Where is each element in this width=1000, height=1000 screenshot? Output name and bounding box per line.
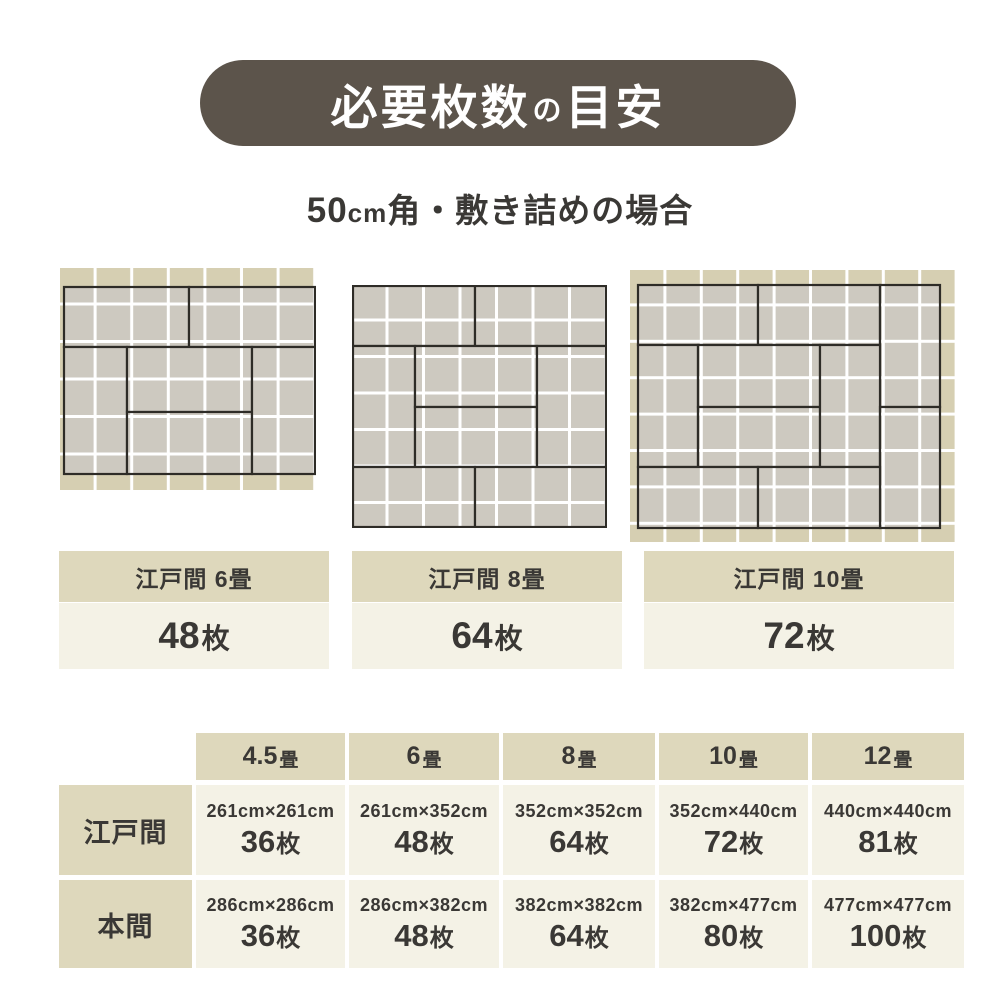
tatami-diagram-edoma-8jo xyxy=(351,284,608,529)
table-cell: 352cm×352cm 64 枚 xyxy=(503,785,655,875)
cell-count-unit: 枚 xyxy=(902,924,927,952)
count-card-label: 江戸間 6畳 xyxy=(59,551,329,602)
table-col-header: 12 畳 xyxy=(812,733,964,780)
table-cell: 382cm×477cm 80 枚 xyxy=(659,880,808,968)
cell-dimensions: 382cm×477cm xyxy=(669,894,798,915)
cell-count-number: 64 xyxy=(549,823,584,859)
subtitle-unit: cm xyxy=(347,198,388,228)
cell-count-number: 72 xyxy=(703,823,739,859)
cell-dimensions: 382cm×382cm xyxy=(514,894,644,915)
count-unit: 枚 xyxy=(201,623,230,654)
count-card-label: 江戸間 10畳 xyxy=(644,551,954,602)
count-card-value: 64 枚 xyxy=(352,603,622,669)
col-header-unit: 畳 xyxy=(422,750,442,771)
cell-dimensions: 286cm×286cm xyxy=(206,894,335,915)
table-col-header: 4.5 畳 xyxy=(196,733,345,780)
cell-dimensions: 352cm×352cm xyxy=(514,800,644,821)
table-col-header: 10 畳 xyxy=(659,733,808,780)
cell-count: 80 枚 xyxy=(704,918,763,954)
cell-count-unit: 枚 xyxy=(739,830,764,858)
cell-count: 64 枚 xyxy=(549,918,608,954)
cell-count: 81 枚 xyxy=(858,824,917,860)
cell-count: 36 枚 xyxy=(241,918,300,954)
count-card-value: 72 枚 xyxy=(644,603,954,669)
subtitle-number: 50 xyxy=(306,191,348,230)
col-header-number: 6 xyxy=(406,742,421,770)
table-cell: 261cm×352cm 48 枚 xyxy=(349,785,499,875)
cell-count: 36 枚 xyxy=(241,824,300,860)
col-header-unit: 畳 xyxy=(279,750,299,771)
cell-count-number: 80 xyxy=(703,917,739,953)
page-title-sub: 目安 xyxy=(565,80,666,134)
cell-count-number: 100 xyxy=(849,917,902,953)
cell-count-unit: 枚 xyxy=(276,830,301,858)
cell-count-number: 36 xyxy=(240,823,276,859)
table-cell: 261cm×261cm 36 枚 xyxy=(196,785,345,875)
table-cell: 286cm×286cm 36 枚 xyxy=(196,880,345,968)
tatami-diagram-edoma-10jo xyxy=(630,270,957,542)
cell-count-unit: 枚 xyxy=(893,830,918,858)
page-title-particle: の xyxy=(532,95,562,127)
cell-count: 100 枚 xyxy=(850,918,927,954)
subtitle-text: 角・敷き詰めの場合 xyxy=(387,192,694,229)
col-header-unit: 畳 xyxy=(577,750,597,771)
page-title-main: 必要枚数 xyxy=(330,80,531,134)
count-card-value: 48 枚 xyxy=(59,603,329,669)
table-row-label: 本間 xyxy=(59,880,192,968)
cell-count-number: 81 xyxy=(858,823,893,859)
count-number: 48 xyxy=(158,615,200,656)
cell-count-unit: 枚 xyxy=(739,924,764,952)
cell-count-number: 48 xyxy=(394,823,429,859)
cell-count: 72 枚 xyxy=(704,824,763,860)
cell-count-number: 36 xyxy=(240,917,276,953)
cell-dimensions: 477cm×477cm xyxy=(823,894,953,915)
cell-count: 48 枚 xyxy=(394,918,453,954)
cell-count-unit: 枚 xyxy=(276,924,301,952)
table-cell: 352cm×440cm 72 枚 xyxy=(659,785,808,875)
count-card-edoma-8jo: 江戸間 8畳 64 枚 xyxy=(352,551,622,669)
page-title-badge: 必要枚数の目安 xyxy=(200,60,796,146)
count-card-edoma-10jo: 江戸間 10畳 72 枚 xyxy=(644,551,954,669)
page-subtitle: 50cm角・敷き詰めの場合 xyxy=(0,184,1000,232)
cell-count: 48 枚 xyxy=(394,824,453,860)
cell-count-unit: 枚 xyxy=(584,924,609,952)
col-header-number: 4.5 xyxy=(242,742,278,770)
count-card-edoma-6jo: 江戸間 6畳 48 枚 xyxy=(59,551,329,669)
table-cell: 440cm×440cm 81 枚 xyxy=(812,785,964,875)
table-cell: 477cm×477cm 100 枚 xyxy=(812,880,964,968)
cell-count-unit: 枚 xyxy=(584,830,609,858)
col-header-unit: 畳 xyxy=(893,750,913,771)
cell-count: 64 枚 xyxy=(549,824,608,860)
table-cell: 382cm×382cm 64 枚 xyxy=(503,880,655,968)
cell-count-number: 48 xyxy=(394,917,429,953)
col-header-number: 12 xyxy=(863,742,892,770)
cell-dimensions: 440cm×440cm xyxy=(823,800,953,821)
col-header-unit: 畳 xyxy=(738,750,758,771)
table-cell: 286cm×382cm 48 枚 xyxy=(349,880,499,968)
count-number: 72 xyxy=(763,615,805,656)
count-card-label: 江戸間 8畳 xyxy=(352,551,622,602)
tatami-diagram-edoma-6jo xyxy=(60,268,317,493)
size-table: 4.5 畳 6 畳 8 畳 10 畳 12 畳江戸間 261cm×261cm 36 枚 261cm×352… xyxy=(59,733,964,968)
col-header-number: 10 xyxy=(709,742,737,770)
cell-dimensions: 286cm×382cm xyxy=(359,894,489,915)
count-unit: 枚 xyxy=(806,623,835,654)
cell-dimensions: 352cm×440cm xyxy=(669,800,798,821)
cell-dimensions: 261cm×352cm xyxy=(359,800,489,821)
count-unit: 枚 xyxy=(494,623,523,654)
col-header-number: 8 xyxy=(561,742,576,770)
table-corner-cell xyxy=(59,733,192,780)
cell-count-unit: 枚 xyxy=(429,924,454,952)
cell-count-unit: 枚 xyxy=(429,830,454,858)
count-number: 64 xyxy=(451,615,493,656)
cell-count-number: 64 xyxy=(549,917,584,953)
table-row-label: 江戸間 xyxy=(59,785,192,875)
cell-dimensions: 261cm×261cm xyxy=(206,800,335,821)
